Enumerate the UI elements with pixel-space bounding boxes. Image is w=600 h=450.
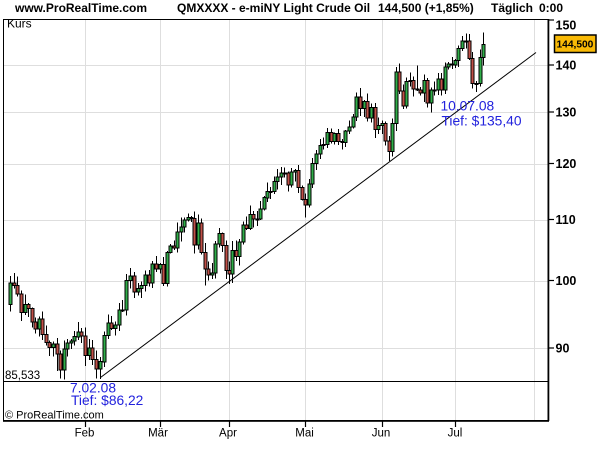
svg-text:Tief: $86,22: Tief: $86,22	[71, 393, 143, 408]
svg-text:140: 140	[556, 59, 577, 73]
svg-text:110: 110	[556, 213, 576, 227]
svg-text:90: 90	[556, 342, 570, 356]
svg-text:Mai: Mai	[295, 428, 314, 440]
svg-text:144,500: 144,500	[557, 40, 594, 51]
svg-text:Jun: Jun	[372, 428, 391, 440]
svg-text:7.02.08: 7.02.08	[70, 381, 116, 396]
svg-text:150: 150	[556, 19, 577, 33]
svg-text:130: 130	[556, 106, 577, 120]
svg-text:© ProRealTime.com: © ProRealTime.com	[5, 410, 104, 422]
svg-text:10.07.08: 10.07.08	[441, 99, 495, 114]
svg-text:85,533: 85,533	[5, 370, 40, 382]
svg-text:100: 100	[556, 274, 577, 288]
svg-text:Tief: $135,40: Tief: $135,40	[442, 114, 522, 129]
svg-text:Feb: Feb	[75, 428, 95, 440]
svg-text:Kurs: Kurs	[7, 17, 32, 31]
svg-text:Mär: Mär	[148, 428, 168, 440]
svg-text:120: 120	[556, 157, 577, 171]
svg-text:Jul: Jul	[448, 428, 463, 440]
svg-text:Apr: Apr	[219, 428, 237, 440]
